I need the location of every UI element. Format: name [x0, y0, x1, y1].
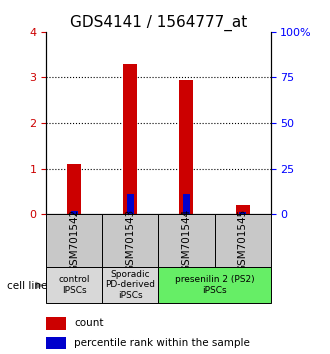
- Bar: [183, 194, 190, 214]
- Bar: [46, 337, 66, 349]
- Text: control
IPSCs: control IPSCs: [58, 275, 90, 295]
- Text: Sporadic
PD-derived
iPSCs: Sporadic PD-derived iPSCs: [105, 270, 155, 300]
- Bar: [214, 214, 271, 267]
- Text: cell line: cell line: [7, 281, 47, 291]
- Text: GSM701544: GSM701544: [182, 209, 191, 272]
- Bar: [239, 212, 246, 214]
- Bar: [158, 214, 215, 267]
- Bar: [180, 80, 193, 214]
- Bar: [127, 194, 134, 214]
- Bar: [158, 267, 271, 303]
- Bar: [102, 267, 158, 303]
- Bar: [67, 164, 81, 214]
- Text: percentile rank within the sample: percentile rank within the sample: [74, 338, 250, 348]
- Text: GSM701545: GSM701545: [238, 209, 248, 272]
- Bar: [71, 211, 78, 214]
- Text: count: count: [74, 318, 103, 329]
- Text: GSM701543: GSM701543: [125, 209, 135, 272]
- Bar: [236, 205, 249, 214]
- Text: GSM701542: GSM701542: [69, 209, 79, 272]
- Bar: [102, 214, 158, 267]
- Title: GDS4141 / 1564777_at: GDS4141 / 1564777_at: [70, 14, 247, 30]
- Bar: [46, 214, 102, 267]
- Bar: [46, 317, 66, 330]
- Bar: [123, 64, 137, 214]
- Text: presenilin 2 (PS2)
iPSCs: presenilin 2 (PS2) iPSCs: [175, 275, 254, 295]
- Bar: [46, 267, 102, 303]
